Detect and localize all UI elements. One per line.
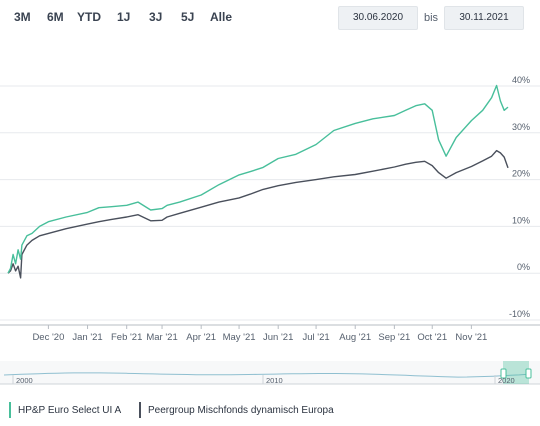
range-button-alle[interactable]: Alle [210,10,233,24]
legend-label-peer[interactable]: Peergroup Mischfonds dynamisch Europa [148,405,334,416]
x-tick-label: Jul '21 [302,332,329,343]
navigator-label: 2000 [16,376,33,385]
x-tick-label: Apr '21 [186,332,216,343]
legend-marker-peer [139,402,141,418]
navigator-label: 2020 [498,376,515,385]
range-button-5j[interactable]: 5J [181,10,195,24]
x-tick-label: May '21 [223,332,256,343]
y-tick-label: -10% [509,309,530,319]
navigator-selection [503,361,529,384]
range-button-6m[interactable]: 6M [47,10,64,24]
navigator-background [0,361,540,384]
range-button-3m[interactable]: 3M [14,10,31,24]
y-tick-label: 10% [512,215,530,225]
date-to-input[interactable]: 30.11.2021 [444,6,524,30]
legend-marker-fund [9,402,11,418]
y-tick-label: 0% [517,262,530,272]
legend-label-fund[interactable]: HP&P Euro Select UI A [18,405,122,416]
x-tick-label: Feb '21 [111,332,142,343]
x-tick-label: Dec '20 [32,332,64,343]
series-line-peer [7,149,509,279]
range-button-3j[interactable]: 3J [149,10,163,24]
y-tick-label: 20% [512,169,530,179]
navigator-label: 2010 [266,376,283,385]
range-navigator[interactable]: 2000 2010 2020 [0,361,540,385]
series-layer [7,84,509,279]
date-separator: bis [424,12,439,24]
date-from-input[interactable]: 30.06.2020 [338,6,418,30]
range-button-1j[interactable]: 1J [117,10,131,24]
range-button-ytd[interactable]: YTD [77,10,101,24]
x-tick-label: Oct '21 [417,332,447,343]
x-tick-label: Mar '21 [146,332,177,343]
x-tick-label: Aug '21 [339,332,371,343]
series-line-fund [7,84,509,274]
y-tick-label: 40% [512,75,530,85]
x-tick-label: Sep '21 [378,332,410,343]
x-axis-labels: Dec '20 Jan '21 Feb '21 Mar '21 Apr '21 May '… [32,325,487,343]
grid-layer [0,85,540,326]
x-tick-label: Nov '21 [455,332,487,343]
navigator-handle-left [500,368,507,379]
y-axis-labels: 40% 30% 20% 10% 0% -10% [509,75,530,319]
navigator-line [3,372,529,378]
x-tick-label: Jan '21 [72,332,102,343]
navigator-handle-right [525,368,532,379]
y-tick-label: 30% [512,122,530,132]
x-tick-label: Jun '21 [263,332,293,343]
